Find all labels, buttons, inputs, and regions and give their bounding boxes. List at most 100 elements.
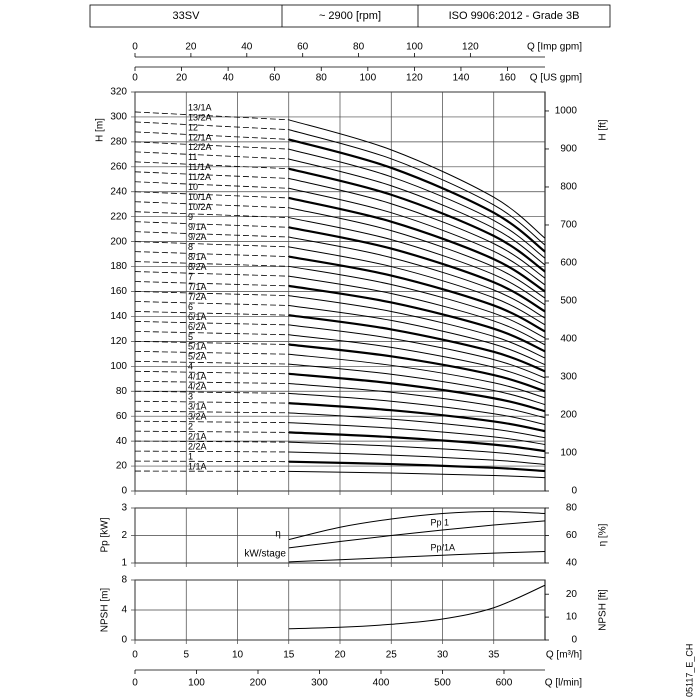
curve-dashed xyxy=(134,350,289,355)
x-tick-label: 35 xyxy=(488,650,500,661)
curve xyxy=(288,334,546,386)
y-tick-label: 3 xyxy=(121,503,127,514)
y-tick-label: 80 xyxy=(116,386,128,397)
x-tick-label: 25 xyxy=(386,650,398,661)
secondary-axis-title: Q [US gpm] xyxy=(530,73,582,84)
y2-tick-label: 300 xyxy=(560,372,577,383)
curve-label: 5/2A xyxy=(188,352,207,362)
curve-dashed xyxy=(134,430,289,433)
curve-dashed xyxy=(134,271,289,277)
curve-label: 5/1A xyxy=(188,342,207,352)
y2-tick-label: 400 xyxy=(560,334,577,345)
curve-dashed xyxy=(134,340,289,345)
secondary-tick-label: 0 xyxy=(132,678,138,689)
y2-tick-label: 20 xyxy=(566,589,578,600)
secondary-tick-label: 80 xyxy=(316,73,328,84)
curve-dashed xyxy=(134,400,289,404)
secondary-tick-label: 80 xyxy=(353,42,365,53)
curve xyxy=(288,343,546,393)
y-tick-label: 280 xyxy=(110,137,127,148)
y2-tick-label: 200 xyxy=(560,410,577,421)
x-axis-title: Q [m³/h] xyxy=(546,650,582,661)
secondary-tick-label: 120 xyxy=(406,73,423,84)
curve xyxy=(288,401,546,433)
curve-dashed xyxy=(134,141,289,150)
curve xyxy=(288,265,546,339)
y2-axis-title: η [%] xyxy=(598,523,609,546)
y-tick-label: 180 xyxy=(110,261,127,272)
curve-dashed xyxy=(134,301,289,306)
curve-label: 3/1A xyxy=(188,402,207,412)
y2-tick-label: 100 xyxy=(560,448,577,459)
y-tick-label: 4 xyxy=(121,605,127,616)
curve-label: 10/1A xyxy=(188,192,212,202)
curve-dashed xyxy=(134,380,289,384)
curve-dashed xyxy=(134,231,289,238)
curve xyxy=(288,187,546,286)
curve-label: 4/2A xyxy=(188,382,207,392)
curve-label: 13/2A xyxy=(188,112,212,122)
curve-dashed xyxy=(134,311,289,316)
x-tick-label: 0 xyxy=(132,650,138,661)
curve xyxy=(288,392,546,426)
curve-label: 6/2A xyxy=(188,322,207,332)
y-tick-label: 0 xyxy=(121,486,127,497)
curve xyxy=(288,167,546,273)
curve-dashed xyxy=(134,151,289,160)
y-tick-label: 320 xyxy=(110,87,127,98)
curve-label: 11/1A xyxy=(188,162,211,172)
curve xyxy=(288,284,546,353)
curve-label: 8 xyxy=(188,242,193,252)
secondary-tick-label: 20 xyxy=(185,42,197,53)
curve xyxy=(288,207,546,299)
curve-label: 7/1A xyxy=(188,282,207,292)
curve-label: 7/2A xyxy=(188,292,207,302)
curve xyxy=(288,422,546,445)
x-tick-label: 15 xyxy=(283,650,295,661)
curve xyxy=(288,226,546,313)
y2-axis-title: NPSH [ft] xyxy=(598,589,609,631)
secondary-tick-label: 600 xyxy=(496,678,513,689)
y2-tick-label: 600 xyxy=(560,258,577,269)
curve xyxy=(288,372,546,413)
y2-tick-label: 0 xyxy=(571,635,577,646)
curve xyxy=(288,383,546,419)
curve xyxy=(288,158,546,266)
y-tick-label: 220 xyxy=(110,211,127,222)
y2-tick-label: 700 xyxy=(560,220,577,231)
curve-label: 1/1A xyxy=(188,461,207,471)
curve-label: 6/1A xyxy=(188,312,207,322)
curve-label: 6 xyxy=(188,302,193,312)
curve-label: 8/2A xyxy=(188,262,207,272)
curve xyxy=(288,324,546,379)
secondary-axis-title: Q [Imp gpm] xyxy=(527,42,582,53)
x-tick-label: 10 xyxy=(232,650,244,661)
curve-label: 9/2A xyxy=(188,232,207,242)
curve-dashed xyxy=(134,360,289,365)
y-tick-label: 160 xyxy=(110,286,127,297)
y-tick-label: 200 xyxy=(110,236,127,247)
curve-label: 1 xyxy=(188,451,193,461)
y2-tick-label: 80 xyxy=(566,503,578,514)
curve-label: 9 xyxy=(188,212,193,222)
x-tick-label: 5 xyxy=(183,650,189,661)
header-cell: 33SV xyxy=(173,10,201,22)
curve-dashed xyxy=(134,161,289,170)
curve xyxy=(288,177,546,279)
curve-dashed xyxy=(134,321,289,326)
secondary-tick-label: 100 xyxy=(359,73,376,84)
curve-dashed xyxy=(134,251,289,257)
y2-tick-label: 0 xyxy=(571,486,577,497)
secondary-tick-label: 100 xyxy=(406,42,423,53)
curve-label: 10/2A xyxy=(188,202,212,212)
y2-tick-label: 10 xyxy=(566,612,578,623)
curve-label: 11 xyxy=(188,152,197,162)
header-cell: ~ 2900 [rpm] xyxy=(319,10,381,22)
curve xyxy=(288,196,546,293)
curve xyxy=(288,275,546,346)
secondary-tick-label: 60 xyxy=(297,42,309,53)
x-tick-label: 30 xyxy=(437,650,449,661)
curve xyxy=(288,363,546,406)
curve xyxy=(288,460,546,473)
